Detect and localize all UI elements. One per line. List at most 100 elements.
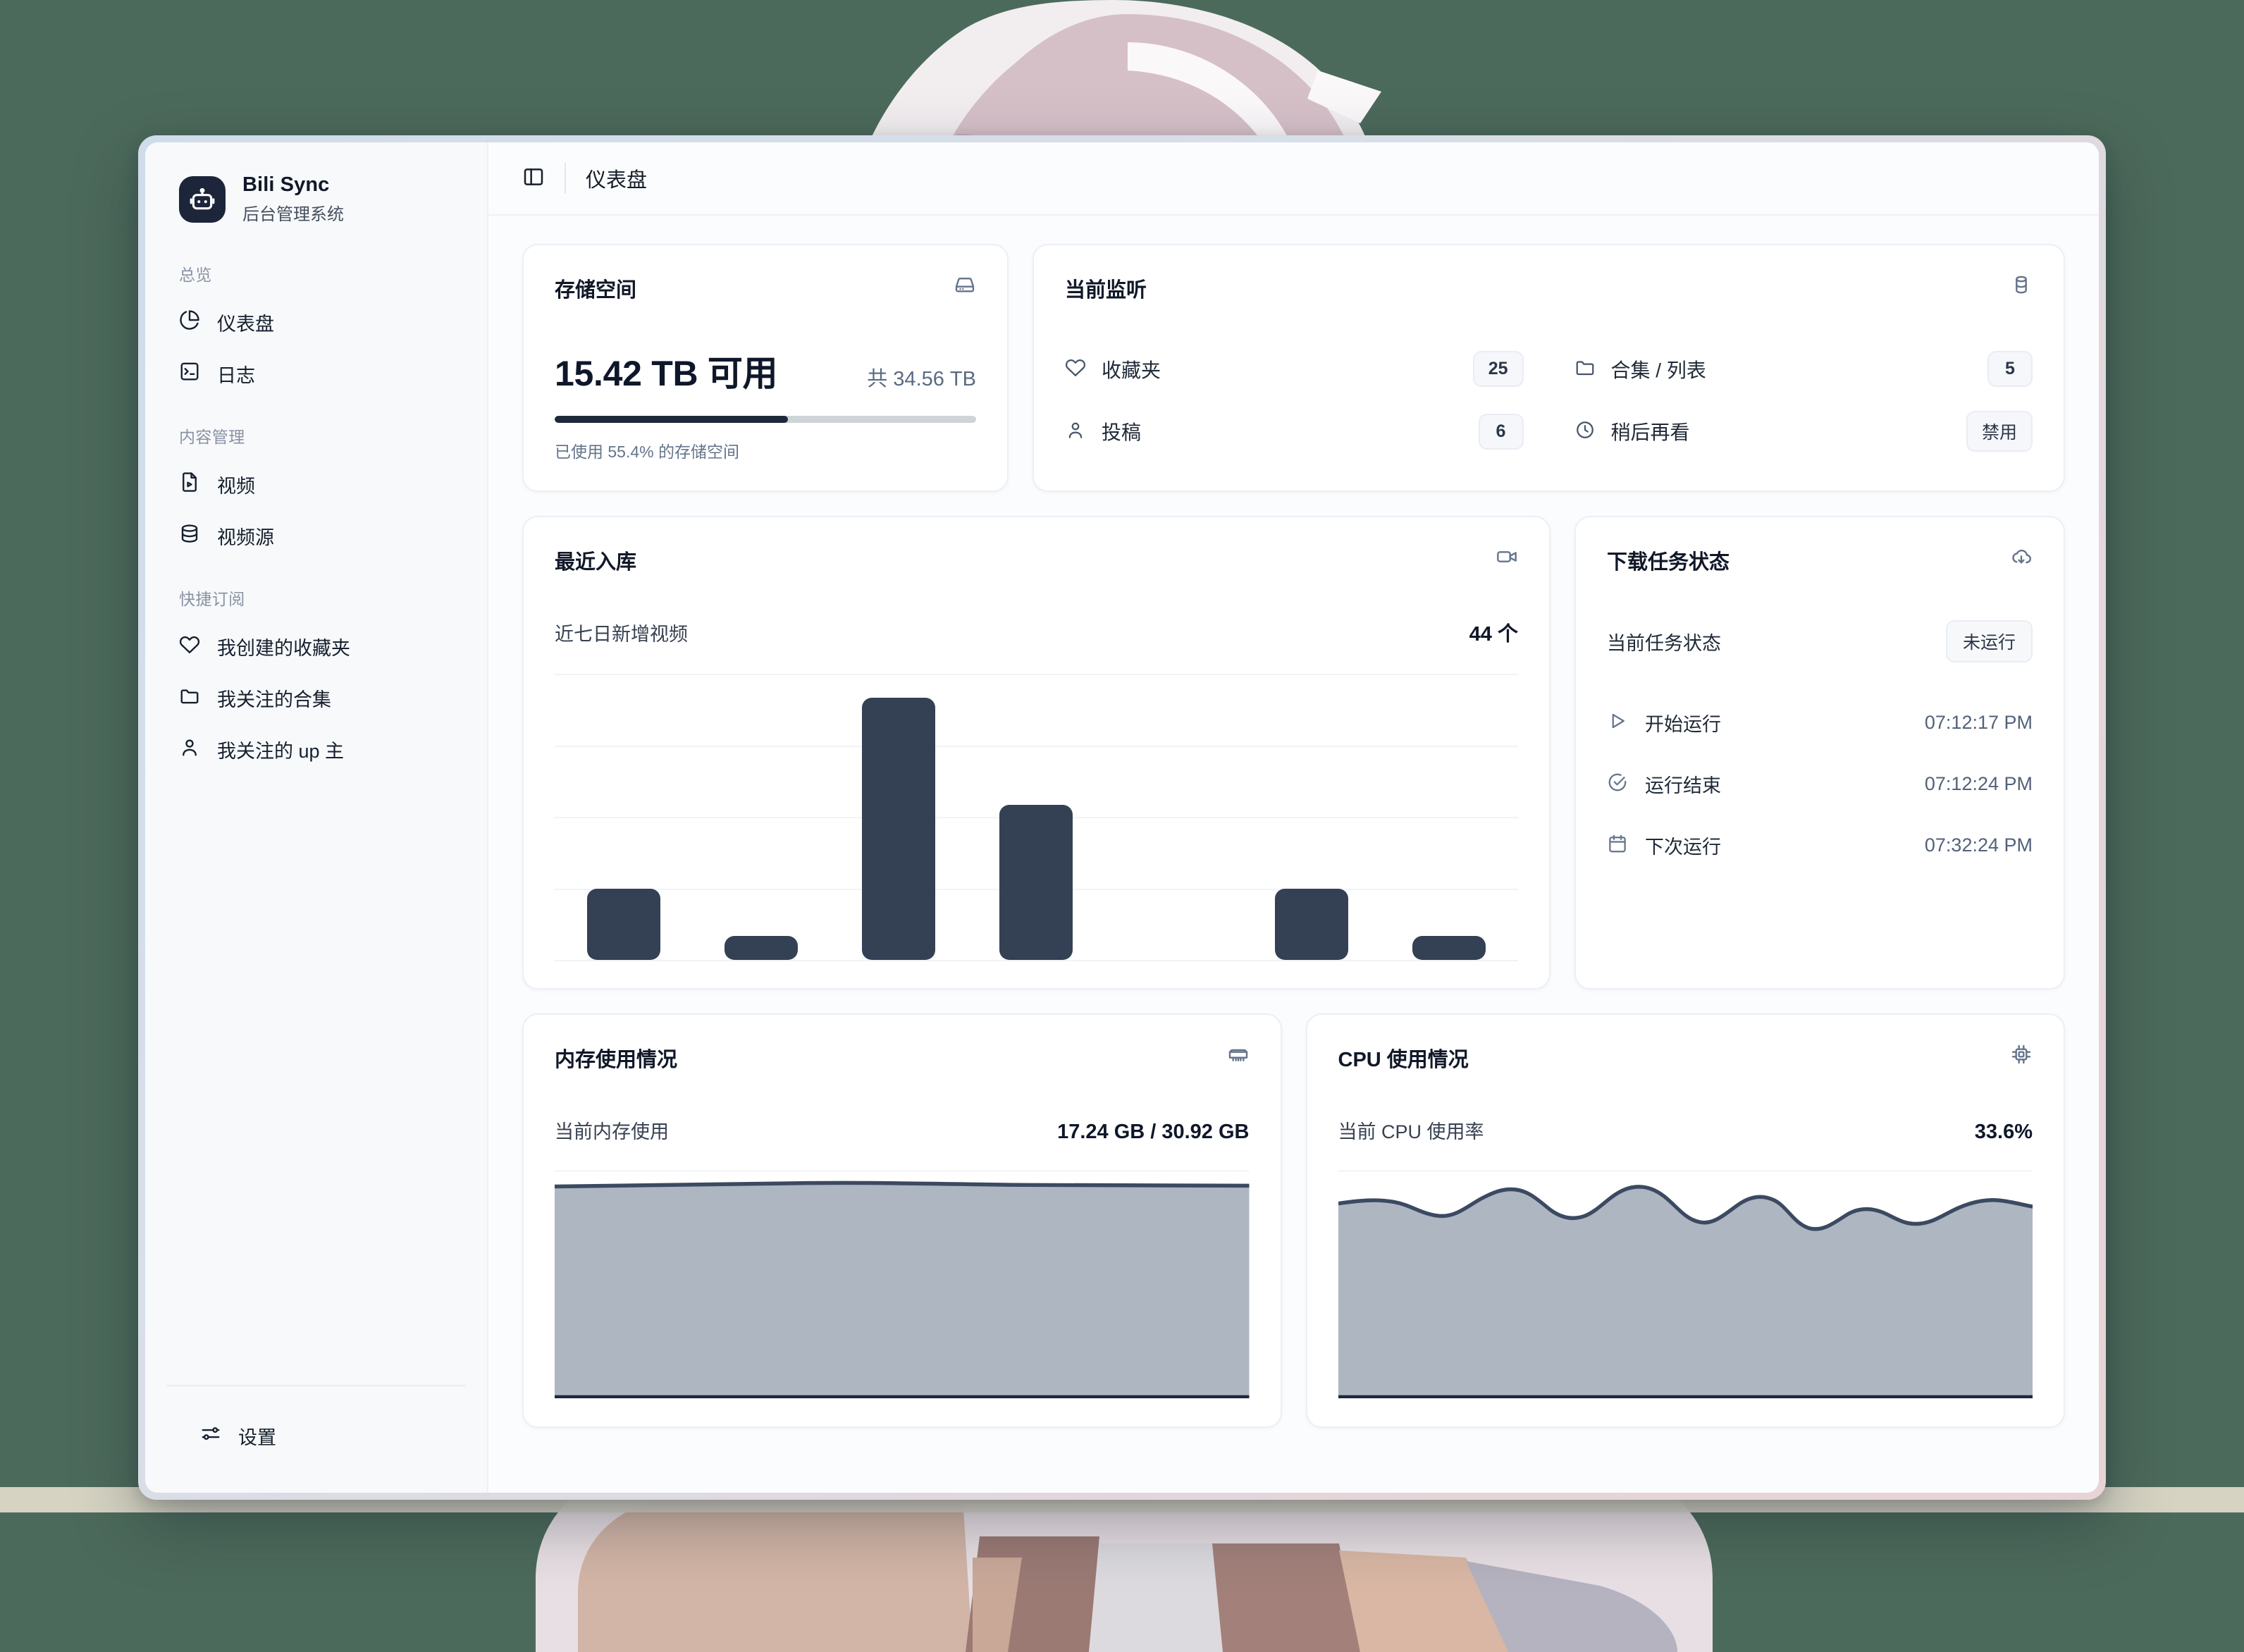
monitor-item-favorites[interactable]: 收藏夹 25 (1065, 351, 1524, 387)
play-icon (1607, 710, 1628, 735)
recent-imports-card: 最近入库 近七日新增视频 44 个 (522, 516, 1551, 990)
chart-gridline (555, 674, 1518, 675)
database-stack-icon (2010, 273, 2033, 296)
cpu-card-title: CPU 使用情况 (1338, 1049, 1469, 1071)
chart-bar-slot (968, 674, 1105, 960)
chart-bar-slot (692, 674, 830, 960)
settings-sliders-icon (200, 1423, 221, 1449)
robot-icon (179, 175, 226, 223)
monitor-item-collections[interactable]: 合集 / 列表 5 (1574, 351, 2033, 387)
pie-chart-icon (179, 309, 200, 335)
monitor-item-status: 禁用 (1966, 411, 2033, 452)
sidebar-footer: 设置 (166, 1385, 466, 1493)
cpu-sub-value: 33.6% (1974, 1121, 2033, 1143)
panel-left-icon[interactable] (522, 166, 545, 192)
monitor-item-label: 收藏夹 (1102, 359, 1161, 381)
database-icon (179, 523, 200, 549)
cpu-area-chart (1338, 1166, 2033, 1398)
chart-bar-slot (1243, 674, 1380, 960)
sidebar-section-label-content: 内容管理 (179, 428, 245, 446)
sidebar-item-label: 我创建的收藏夹 (217, 638, 350, 659)
file-video-icon (179, 471, 200, 498)
monitor-item-submissions[interactable]: 投稿 6 (1065, 411, 1524, 452)
sidebar-item-followed-uploaders[interactable]: 我关注的 up 主 (166, 724, 466, 775)
monitor-card: 当前监听 (1032, 244, 2065, 492)
brand[interactable]: Bili Sync 后台管理系统 (145, 142, 487, 225)
chart-gridline (555, 960, 1518, 961)
task-row-start: 开始运行 07:12:17 PM (1607, 709, 2033, 736)
chart-bar-slot (830, 674, 968, 960)
chart-bar[interactable] (999, 805, 1073, 960)
storage-total-value: 共 34.56 TB (867, 368, 976, 390)
task-row-value: 07:12:17 PM (1924, 712, 2033, 733)
monitor-item-count: 5 (1987, 351, 2033, 387)
topbar-divider (565, 163, 566, 194)
memory-card-title: 内存使用情况 (555, 1049, 678, 1071)
task-row-value: 07:32:24 PM (1924, 834, 2033, 856)
page-title: 仪表盘 (586, 169, 648, 192)
recent-sub-label: 近七日新增视频 (555, 624, 688, 645)
task-row-value: 07:12:24 PM (1924, 773, 2033, 794)
terminal-icon (179, 361, 200, 387)
sidebar-nav: 总览 仪表盘 日志 (145, 225, 487, 1385)
sidebar-item-video-sources[interactable]: 视频源 (166, 510, 466, 562)
monitor-item-label: 合集 / 列表 (1610, 359, 1706, 381)
sidebar-item-dashboard[interactable]: 仪表盘 (166, 297, 466, 348)
sidebar-item-followed-collections[interactable]: 我关注的合集 (166, 672, 466, 724)
cpu-chip-icon (2010, 1043, 2033, 1066)
sidebar-item-settings[interactable]: 设置 (187, 1410, 445, 1462)
monitor-item-watch-later[interactable]: 稍后再看 禁用 (1574, 411, 2033, 452)
storage-progress-bar (555, 416, 976, 423)
clock-icon (1574, 419, 1596, 444)
dashboard-content: 存储空间 15.42 TB 可用 (488, 216, 2099, 1493)
video-camera-icon (1496, 545, 1518, 568)
sidebar-item-my-favorites[interactable]: 我创建的收藏夹 (166, 621, 466, 672)
task-status-badge: 未运行 (1945, 620, 2033, 662)
user-icon (1065, 419, 1086, 444)
sidebar-section-label-overview: 总览 (179, 266, 212, 284)
heart-icon (179, 634, 200, 660)
storage-free-value: 15.42 TB 可用 (555, 354, 778, 393)
storage-progress-fill (555, 416, 789, 423)
chart-bar[interactable] (724, 936, 798, 960)
topbar: 仪表盘 (488, 142, 2099, 216)
memory-card: 内存使用情况 当前内存使用 17.24 GB / 30.92 GB (522, 1013, 1282, 1428)
storage-used-note: 已使用 55.4% 的存储空间 (555, 443, 739, 461)
chart-bar[interactable] (862, 697, 936, 960)
chart-bar-slot (1105, 674, 1243, 960)
sidebar-section-label-subscriptions: 快捷订阅 (179, 590, 245, 608)
task-row-label: 运行结束 (1645, 775, 1721, 796)
sidebar-item-logs[interactable]: 日志 (166, 348, 466, 400)
monitor-card-title: 当前监听 (1065, 279, 1147, 302)
hard-drive-icon (954, 273, 976, 296)
sidebar-item-label: 设置 (238, 1427, 276, 1448)
storage-card: 存储空间 15.42 TB 可用 (522, 244, 1009, 492)
recent-bar-chart (555, 674, 1518, 961)
calendar-icon (1607, 833, 1628, 858)
monitor-item-count: 6 (1478, 413, 1524, 450)
heart-icon (1065, 357, 1086, 381)
memory-sub-label: 当前内存使用 (555, 1121, 669, 1142)
chart-gridline (555, 745, 1518, 747)
sidebar-item-label: 视频 (217, 476, 255, 497)
sidebar-item-label: 视频源 (217, 527, 274, 548)
monitor-item-count: 25 (1472, 351, 1524, 387)
download-task-card: 下载任务状态 当前任务状态 未运行 (1574, 516, 2065, 990)
task-row-end: 运行结束 07:12:24 PM (1607, 770, 2033, 798)
cpu-sub-label: 当前 CPU 使用率 (1338, 1121, 1484, 1142)
chart-bar[interactable] (586, 888, 660, 960)
sidebar: Bili Sync 后台管理系统 总览 仪表盘 (145, 142, 488, 1493)
memory-area-chart (555, 1166, 1250, 1398)
brand-title: Bili Sync (242, 173, 330, 196)
memory-sub-value: 17.24 GB / 30.92 GB (1057, 1121, 1250, 1143)
brand-subtitle: 后台管理系统 (242, 205, 344, 224)
recent-sub-value: 44 个 (1469, 623, 1518, 646)
chart-bar[interactable] (1412, 936, 1486, 960)
chart-bar-slot (555, 674, 692, 960)
storage-card-title: 存储空间 (555, 279, 637, 302)
chart-bar[interactable] (1275, 888, 1349, 960)
task-card-title: 下载任务状态 (1607, 551, 1730, 574)
task-row-label: 开始运行 (1645, 714, 1721, 735)
sidebar-item-videos[interactable]: 视频 (166, 459, 466, 510)
chart-bars (555, 674, 1518, 960)
